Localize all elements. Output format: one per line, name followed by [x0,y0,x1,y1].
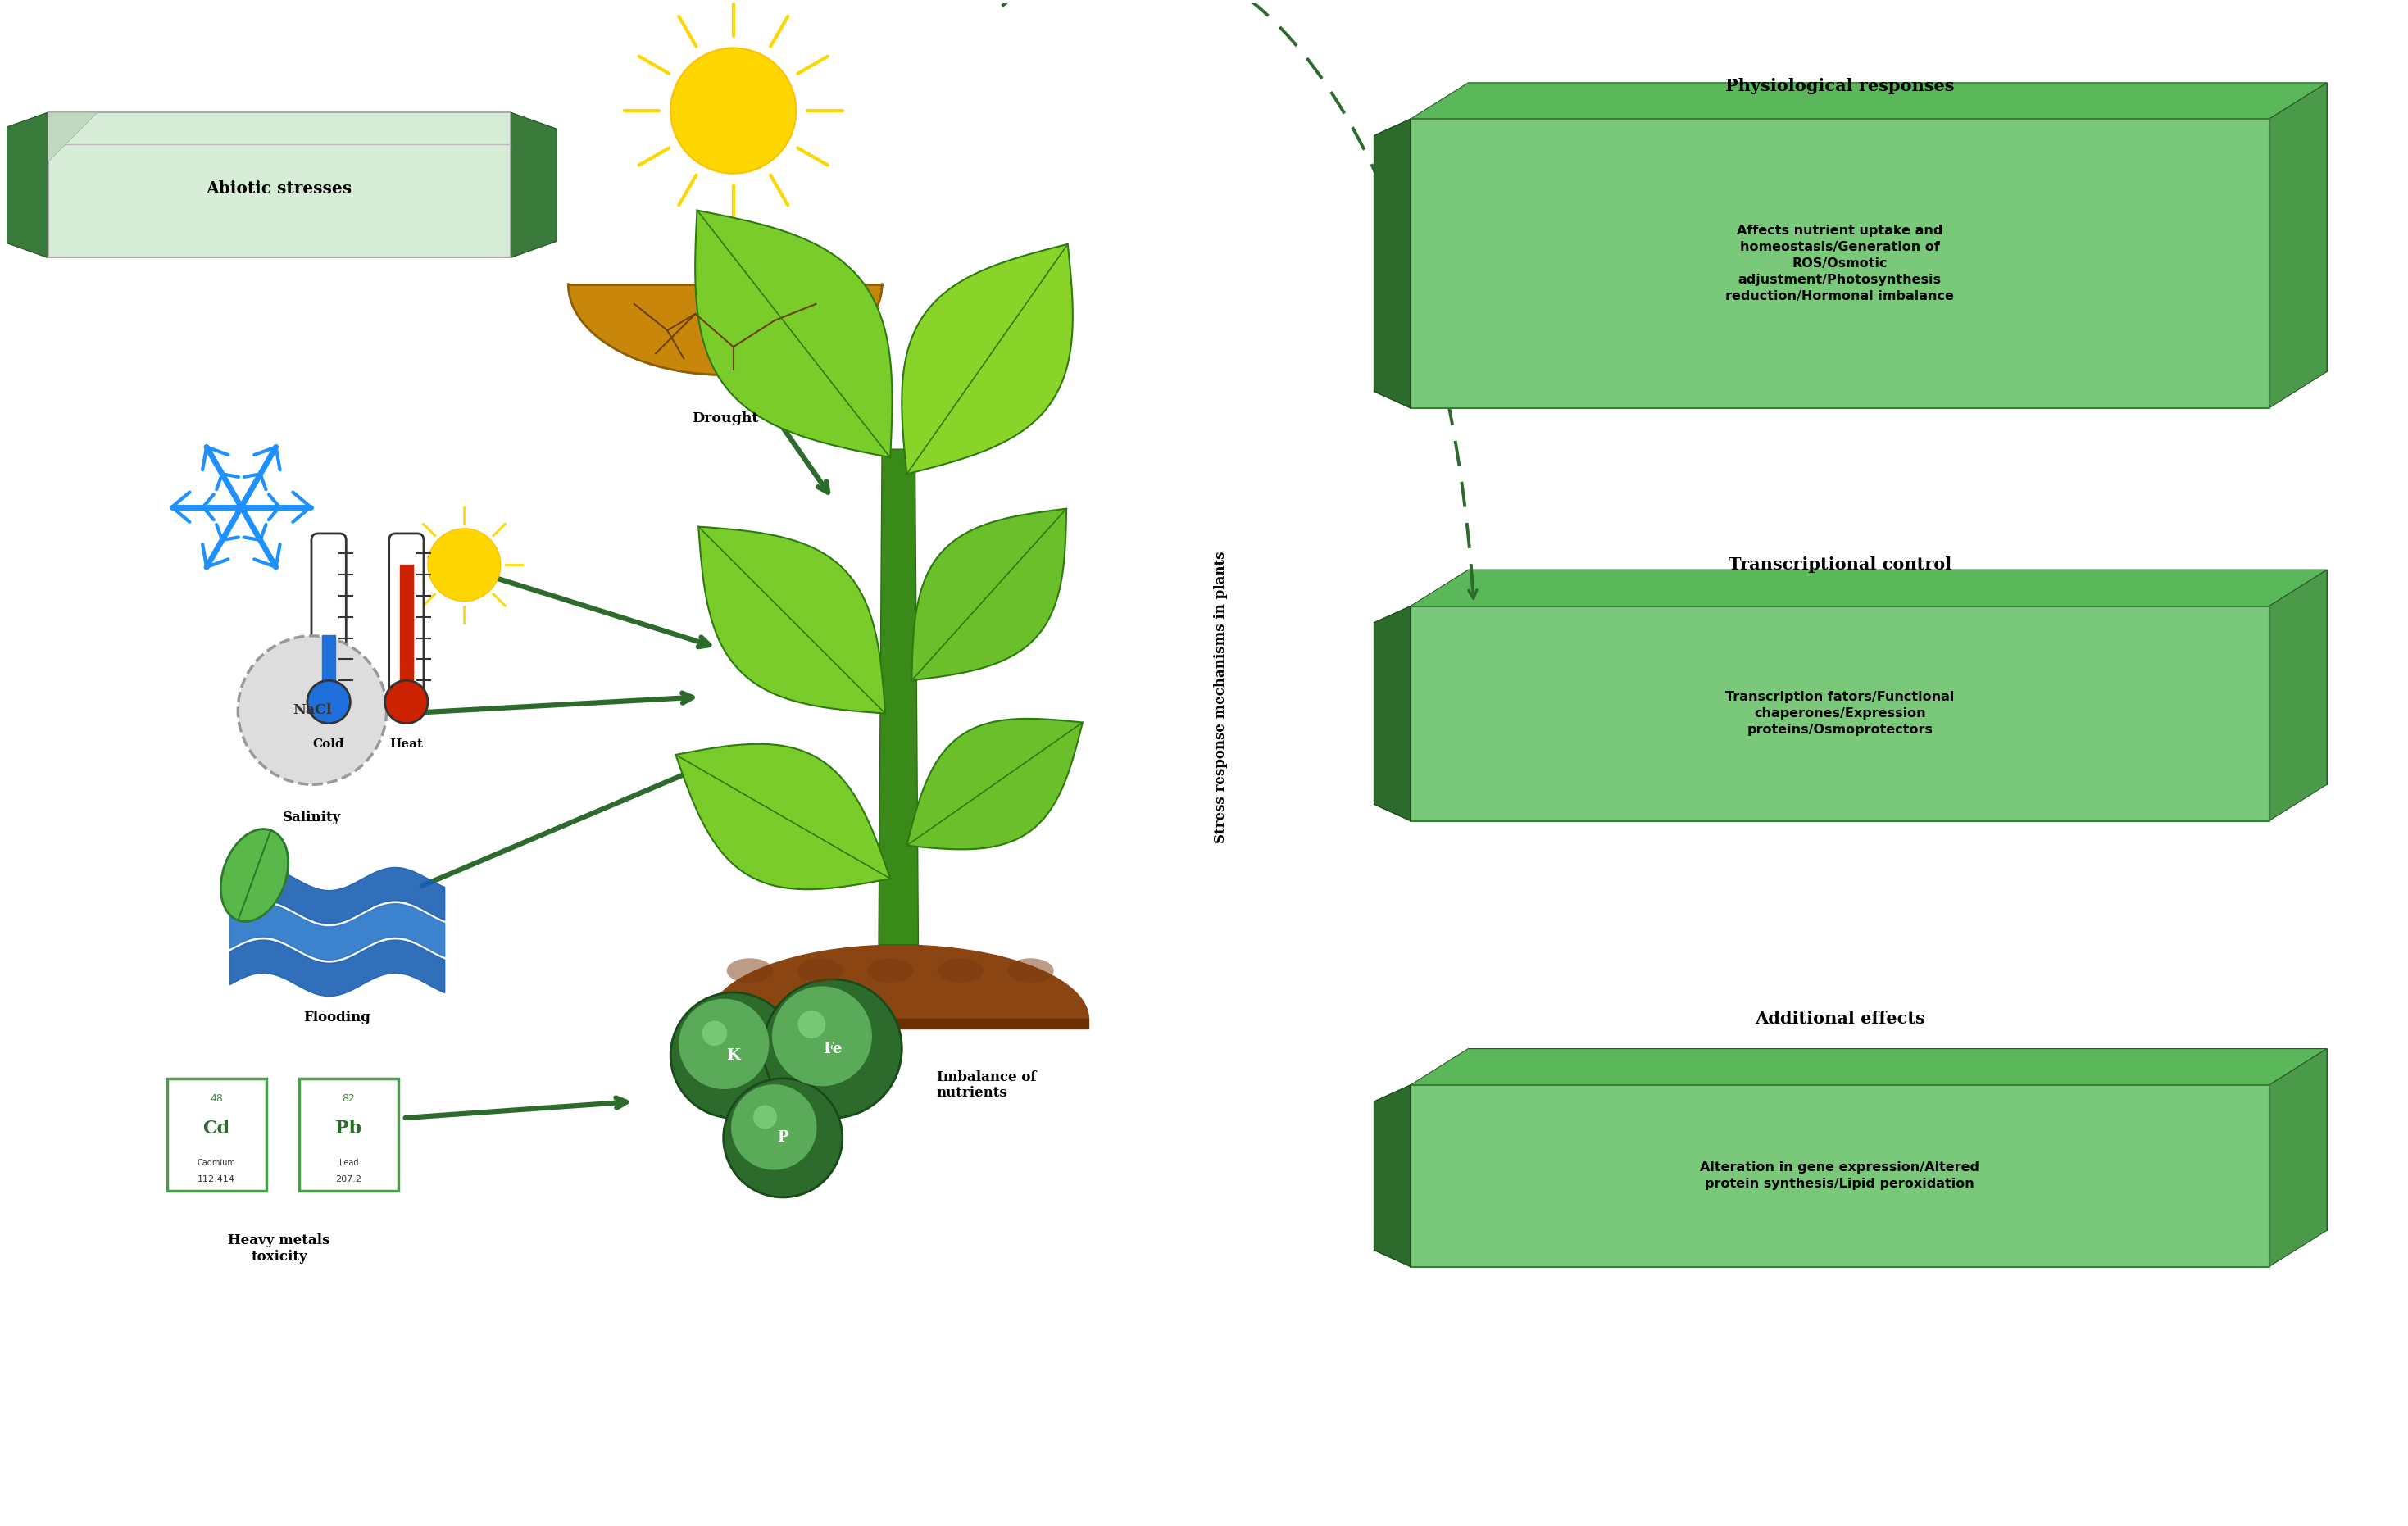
Polygon shape [901,244,1072,475]
Text: Transcriptional control: Transcriptional control [1729,557,1950,572]
Polygon shape [1469,569,2326,784]
Text: Fe: Fe [824,1041,843,1056]
Polygon shape [1375,1085,1411,1267]
Text: Cadmium: Cadmium [197,1158,236,1167]
Polygon shape [1411,1085,2268,1267]
Polygon shape [1411,82,2326,119]
Circle shape [385,681,429,723]
Text: Alteration in gene expression/Altered
protein synthesis/Lipid peroxidation: Alteration in gene expression/Altered pr… [1700,1161,1979,1190]
Text: Heavy metals
toxicity: Heavy metals toxicity [229,1233,330,1264]
Text: Cold: Cold [313,739,344,749]
Text: Cd: Cd [202,1120,231,1138]
Circle shape [679,1000,768,1090]
Text: K: K [727,1048,739,1062]
Circle shape [703,1021,727,1045]
Text: Flooding: Flooding [303,1010,371,1024]
Text: Lead: Lead [340,1158,359,1167]
Text: 48: 48 [209,1093,224,1103]
Text: 82: 82 [342,1093,354,1103]
Circle shape [308,681,349,723]
Ellipse shape [937,958,982,983]
Polygon shape [299,1079,397,1190]
FancyBboxPatch shape [311,534,347,703]
Circle shape [773,986,872,1087]
Circle shape [669,47,797,174]
Circle shape [797,1010,826,1038]
Polygon shape [48,113,99,162]
Polygon shape [2268,1048,2326,1267]
Polygon shape [913,508,1067,681]
Circle shape [238,636,388,784]
Text: Pb: Pb [335,1120,361,1138]
Text: Heat: Heat [390,739,424,749]
Polygon shape [1411,569,2326,606]
Ellipse shape [222,829,289,922]
Text: Stress response mechanisms in plants: Stress response mechanisms in plants [1214,551,1228,842]
Text: Additional effects: Additional effects [1755,1010,1924,1027]
Text: Salinity: Salinity [284,810,342,826]
Ellipse shape [727,958,773,983]
Circle shape [732,1085,816,1170]
Circle shape [669,992,797,1119]
Ellipse shape [867,958,913,983]
Polygon shape [1411,119,2268,407]
Polygon shape [1411,1048,2326,1085]
Polygon shape [1469,1048,2326,1230]
Polygon shape [908,719,1084,850]
Text: Imbalance of
nutrients: Imbalance of nutrients [937,1070,1035,1100]
Text: 207.2: 207.2 [335,1175,361,1184]
Circle shape [722,1079,843,1198]
Polygon shape [1469,82,2326,372]
Polygon shape [166,1079,265,1190]
Text: Physiological responses: Physiological responses [1724,78,1955,95]
Text: Affects nutrient uptake and
homeostasis/Generation of
ROS/Osmotic
adjustment/Pho: Affects nutrient uptake and homeostasis/… [1727,224,1953,302]
Polygon shape [698,526,886,714]
Text: NaCl: NaCl [294,703,332,717]
Polygon shape [2268,569,2326,821]
Polygon shape [677,745,891,890]
Ellipse shape [1007,958,1055,983]
Text: Drought: Drought [691,412,759,426]
Text: Abiotic stresses: Abiotic stresses [207,180,352,197]
Polygon shape [2,113,48,258]
Circle shape [754,1105,778,1129]
Text: Transcription fators/Functional
chaperones/Expression
proteins/Osmoprotectors: Transcription fators/Functional chaperon… [1724,691,1955,736]
Polygon shape [1375,119,1411,407]
Polygon shape [48,113,510,258]
Ellipse shape [797,958,843,983]
Polygon shape [510,113,556,258]
Text: 112.414: 112.414 [197,1175,236,1184]
Polygon shape [1411,606,2268,821]
Text: P: P [778,1131,787,1144]
Polygon shape [696,211,891,458]
FancyBboxPatch shape [390,534,424,703]
Circle shape [763,980,903,1119]
Polygon shape [2268,82,2326,407]
Circle shape [429,528,501,601]
Polygon shape [879,449,917,945]
Polygon shape [1375,606,1411,821]
